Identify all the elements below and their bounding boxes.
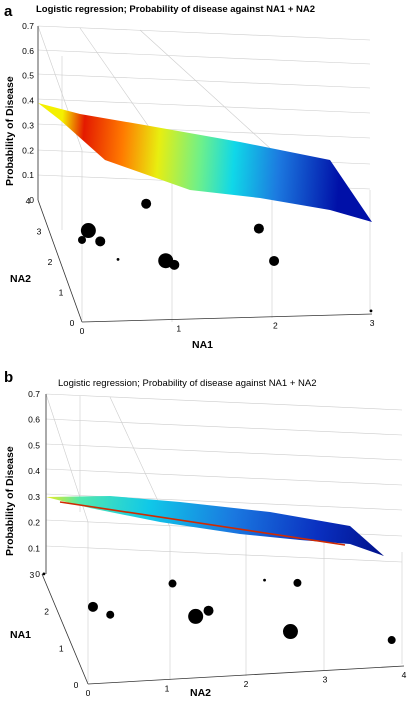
- z-tick-label: 0: [35, 569, 40, 579]
- panel-b: b Logistic regression; Probability of di…: [0, 362, 408, 704]
- data-point: [141, 198, 152, 209]
- z-tick-label: 0.5: [22, 71, 34, 81]
- x-tick-label: 2: [244, 679, 249, 689]
- data-point: [106, 610, 115, 619]
- data-points: [78, 198, 373, 313]
- data-point: [387, 636, 396, 645]
- data-point: [42, 572, 46, 576]
- y-tick-label: 1: [59, 288, 64, 298]
- z-axis-label: Probability of Disease: [4, 446, 16, 556]
- data-points: [42, 572, 396, 645]
- axes: [41, 394, 405, 685]
- probability-surface: [38, 103, 372, 222]
- z-tick-label: 0.6: [22, 46, 34, 56]
- z-tick-label: 0.3: [28, 492, 40, 502]
- z-tick-label: 0.3: [22, 120, 34, 130]
- y-tick-labels: 0 1 2 3: [30, 570, 79, 690]
- panel-label: b: [4, 369, 13, 386]
- data-point: [80, 223, 96, 239]
- z-tick-label: 0.7: [28, 389, 40, 399]
- z-tick-label: 0.1: [22, 170, 34, 180]
- x-tick-label: 4: [402, 670, 407, 680]
- data-point: [269, 255, 280, 266]
- y-tick-label: 0: [70, 318, 75, 328]
- data-point: [188, 608, 204, 624]
- z-tick-label: 0.4: [28, 466, 40, 476]
- y-tick-label: 1: [59, 643, 64, 653]
- z-axis-label: Probability of Disease: [4, 76, 16, 186]
- chart-title: Logistic regression; Probability of dise…: [36, 4, 315, 15]
- x-tick-label: 0: [86, 688, 91, 698]
- x-tick-label: 3: [370, 318, 375, 328]
- y-tick-label: 3: [30, 570, 35, 580]
- z-tick-label: 0.4: [22, 96, 34, 106]
- x-axis-label: NA1: [192, 339, 213, 351]
- z-tick-label: 0.7: [22, 21, 34, 31]
- x-axis-label: NA2: [190, 687, 211, 699]
- data-point: [78, 235, 86, 244]
- axes: [37, 26, 373, 323]
- data-point: [369, 309, 373, 313]
- x-tick-labels: 0 1 2 3 4: [86, 670, 407, 698]
- x-tick-label: 2: [273, 321, 278, 331]
- data-point: [169, 259, 180, 270]
- y-tick-label: 4: [26, 196, 31, 206]
- y-axis-label: NA1: [10, 629, 31, 641]
- surface-edge: [59, 501, 346, 546]
- x-tick-label: 1: [165, 684, 170, 694]
- data-point: [168, 579, 177, 588]
- data-point: [87, 601, 98, 612]
- data-point: [253, 223, 264, 234]
- y-tick-label: 2: [44, 607, 49, 617]
- z-tick-labels: 0 0.1 0.2 0.3 0.4 0.5 0.6 0.7: [28, 389, 40, 579]
- panel-a: a Logistic regression; Probability of di…: [4, 3, 375, 351]
- data-point: [293, 578, 302, 587]
- data-point: [116, 257, 120, 261]
- data-point: [263, 578, 266, 582]
- y-tick-label: 0: [74, 680, 79, 690]
- chart-title: Logistic regression; Probability of dise…: [58, 378, 317, 389]
- z-tick-label: 0.1: [28, 543, 40, 553]
- panel-label: a: [4, 3, 13, 20]
- z-tick-label: 0: [29, 195, 34, 205]
- y-tick-labels: 0 1 2 3 4: [26, 196, 75, 328]
- z-tick-label: 0.5: [28, 440, 40, 450]
- y-tick-label: 2: [48, 257, 53, 267]
- x-tick-label: 1: [176, 323, 181, 333]
- x-tick-label: 0: [80, 326, 85, 336]
- x-tick-label: 3: [323, 675, 328, 685]
- z-tick-label: 0.6: [28, 415, 40, 425]
- y-axis-label: NA2: [10, 273, 31, 285]
- chart-a: a Logistic regression; Probability of di…: [4, 3, 375, 351]
- data-point: [95, 236, 106, 247]
- data-point: [203, 605, 214, 616]
- x-tick-labels: 0 1 2 3: [80, 318, 375, 336]
- y-tick-label: 3: [37, 227, 42, 237]
- chart-b: b Logistic regression; Probability of di…: [4, 369, 407, 699]
- z-tick-labels: 0 0.1 0.2 0.3 0.4 0.5 0.6 0.7: [22, 21, 34, 205]
- z-tick-label: 0.2: [22, 145, 34, 155]
- z-tick-label: 0.2: [28, 518, 40, 528]
- data-point: [282, 624, 298, 640]
